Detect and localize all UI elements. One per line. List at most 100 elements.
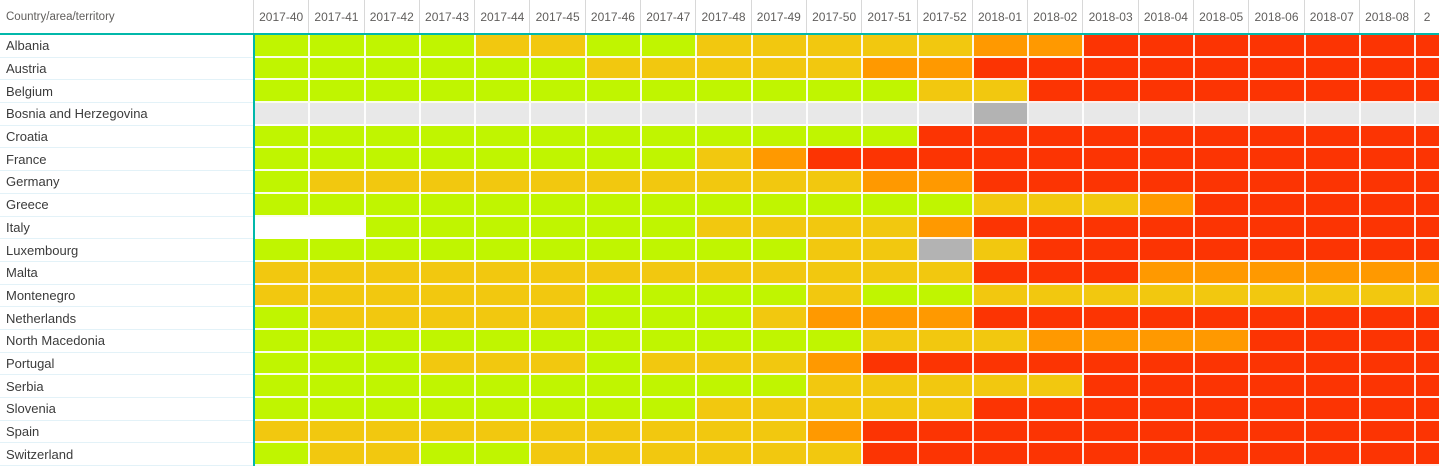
heatmap-cell[interactable]: [807, 171, 864, 194]
heatmap-cell[interactable]: [586, 261, 643, 285]
heatmap-cell[interactable]: [255, 443, 311, 467]
heatmap-cell[interactable]: [531, 80, 587, 104]
heatmap-cell[interactable]: [420, 420, 477, 444]
heatmap-cell[interactable]: [863, 80, 919, 104]
heatmap-cell[interactable]: [1360, 216, 1417, 240]
heatmap-cell[interactable]: [752, 171, 808, 194]
heatmap-cell[interactable]: [255, 216, 311, 240]
heatmap-cell[interactable]: [420, 261, 477, 285]
heatmap-cell[interactable]: [1416, 193, 1439, 217]
heatmap-cell[interactable]: [697, 80, 753, 104]
heatmap-cell[interactable]: [1029, 193, 1085, 217]
heatmap-cell[interactable]: [863, 420, 919, 444]
heatmap-cell[interactable]: [697, 398, 753, 421]
heatmap-cell[interactable]: [310, 420, 366, 444]
heatmap-cell[interactable]: [420, 307, 477, 330]
heatmap-cell[interactable]: [1029, 398, 1085, 421]
heatmap-cell[interactable]: [255, 398, 311, 421]
heatmap-cell[interactable]: [1250, 125, 1306, 149]
heatmap-cell[interactable]: [918, 148, 974, 172]
heatmap-cell[interactable]: [863, 57, 919, 81]
heatmap-cell[interactable]: [807, 57, 864, 81]
heatmap-cell[interactable]: [531, 193, 587, 217]
heatmap-cell[interactable]: [752, 80, 808, 104]
heatmap-cell[interactable]: [1250, 239, 1306, 262]
heatmap-cell[interactable]: [752, 307, 808, 330]
heatmap-cell[interactable]: [807, 420, 864, 444]
heatmap-cell[interactable]: [1360, 307, 1417, 330]
heatmap-cell[interactable]: [1139, 171, 1196, 194]
heatmap-cell[interactable]: [1139, 261, 1196, 285]
heatmap-cell[interactable]: [1029, 284, 1085, 308]
heatmap-cell[interactable]: [642, 329, 698, 353]
heatmap-cell[interactable]: [697, 443, 753, 467]
heatmap-cell[interactable]: [476, 103, 532, 126]
heatmap-cell[interactable]: [255, 193, 311, 217]
heatmap-cell[interactable]: [1139, 420, 1196, 444]
heatmap-cell[interactable]: [310, 148, 366, 172]
heatmap-cell[interactable]: [752, 398, 808, 421]
heatmap-cell[interactable]: [807, 261, 864, 285]
heatmap-cell[interactable]: [1195, 307, 1251, 330]
row-label[interactable]: Spain: [0, 421, 253, 444]
heatmap-cell[interactable]: [586, 443, 643, 467]
heatmap-cell[interactable]: [642, 103, 698, 126]
heatmap-cell[interactable]: [1360, 352, 1417, 376]
heatmap-cell[interactable]: [863, 375, 919, 398]
heatmap-cell[interactable]: [1139, 35, 1196, 58]
heatmap-cell[interactable]: [642, 193, 698, 217]
heatmap-cell[interactable]: [752, 352, 808, 376]
heatmap-cell[interactable]: [697, 148, 753, 172]
heatmap-cell[interactable]: [1250, 352, 1306, 376]
heatmap-cell[interactable]: [642, 307, 698, 330]
column-header[interactable]: 2017-46: [584, 0, 640, 33]
heatmap-cell[interactable]: [1360, 103, 1417, 126]
heatmap-cell[interactable]: [365, 261, 421, 285]
heatmap-cell[interactable]: [863, 443, 919, 467]
heatmap-cell[interactable]: [1360, 80, 1417, 104]
heatmap-cell[interactable]: [1305, 103, 1361, 126]
column-header[interactable]: 2017-43: [418, 0, 474, 33]
heatmap-cell[interactable]: [310, 193, 366, 217]
heatmap-cell[interactable]: [1305, 239, 1361, 262]
heatmap-cell[interactable]: [531, 148, 587, 172]
heatmap-cell[interactable]: [1195, 398, 1251, 421]
heatmap-cell[interactable]: [1195, 216, 1251, 240]
heatmap-cell[interactable]: [255, 375, 311, 398]
heatmap-cell[interactable]: [476, 261, 532, 285]
heatmap-cell[interactable]: [586, 307, 643, 330]
heatmap-cell[interactable]: [697, 352, 753, 376]
heatmap-cell[interactable]: [973, 125, 1030, 149]
heatmap-cell[interactable]: [973, 307, 1030, 330]
corner-header[interactable]: Country/area/territory: [6, 10, 115, 23]
heatmap-cell[interactable]: [310, 80, 366, 104]
heatmap-cell[interactable]: [365, 125, 421, 149]
heatmap-cell[interactable]: [807, 216, 864, 240]
heatmap-cell[interactable]: [531, 239, 587, 262]
heatmap-cell[interactable]: [310, 284, 366, 308]
heatmap-cell[interactable]: [476, 398, 532, 421]
heatmap-cell[interactable]: [476, 375, 532, 398]
heatmap-cell[interactable]: [1195, 352, 1251, 376]
heatmap-cell[interactable]: [1029, 261, 1085, 285]
heatmap-cell[interactable]: [531, 307, 587, 330]
heatmap-cell[interactable]: [973, 352, 1030, 376]
heatmap-cell[interactable]: [531, 443, 587, 467]
row-label[interactable]: Belgium: [0, 80, 253, 104]
heatmap-cell[interactable]: [752, 35, 808, 58]
heatmap-cell[interactable]: [1416, 125, 1439, 149]
heatmap-cell[interactable]: [1250, 398, 1306, 421]
heatmap-cell[interactable]: [863, 171, 919, 194]
heatmap-cell[interactable]: [420, 125, 477, 149]
column-header[interactable]: 2017-52: [916, 0, 972, 33]
heatmap-cell[interactable]: [752, 239, 808, 262]
heatmap-cell[interactable]: [1139, 307, 1196, 330]
heatmap-cell[interactable]: [863, 284, 919, 308]
heatmap-cell[interactable]: [642, 398, 698, 421]
heatmap-cell[interactable]: [365, 35, 421, 58]
heatmap-cell[interactable]: [476, 420, 532, 444]
heatmap-cell[interactable]: [1084, 443, 1140, 467]
heatmap-cell[interactable]: [531, 125, 587, 149]
heatmap-cell[interactable]: [1084, 352, 1140, 376]
heatmap-cell[interactable]: [1084, 239, 1140, 262]
